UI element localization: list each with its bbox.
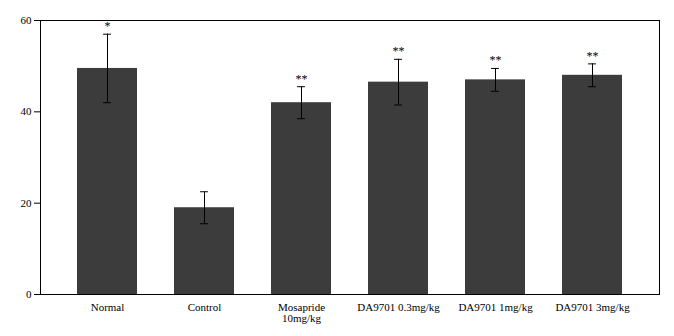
svg-text:60: 60 <box>21 14 33 26</box>
svg-text:*: * <box>105 19 111 33</box>
svg-text:Control: Control <box>188 301 222 313</box>
svg-text:0: 0 <box>26 288 32 300</box>
svg-text:DA9701 0.3mg/kg: DA9701 0.3mg/kg <box>357 301 440 313</box>
svg-text:**: ** <box>393 44 405 58</box>
svg-text:Mosapride10mg/kg: Mosapride10mg/kg <box>278 301 325 324</box>
svg-text:**: ** <box>296 72 308 86</box>
svg-text:DA9701 3mg/kg: DA9701 3mg/kg <box>555 301 630 313</box>
svg-text:DA9701 1mg/kg: DA9701 1mg/kg <box>458 301 533 313</box>
svg-text:Normal: Normal <box>91 301 125 313</box>
svg-text:**: ** <box>490 53 502 67</box>
svg-text:40: 40 <box>21 105 33 117</box>
svg-text:**: ** <box>587 49 599 63</box>
svg-text:20: 20 <box>21 197 33 209</box>
